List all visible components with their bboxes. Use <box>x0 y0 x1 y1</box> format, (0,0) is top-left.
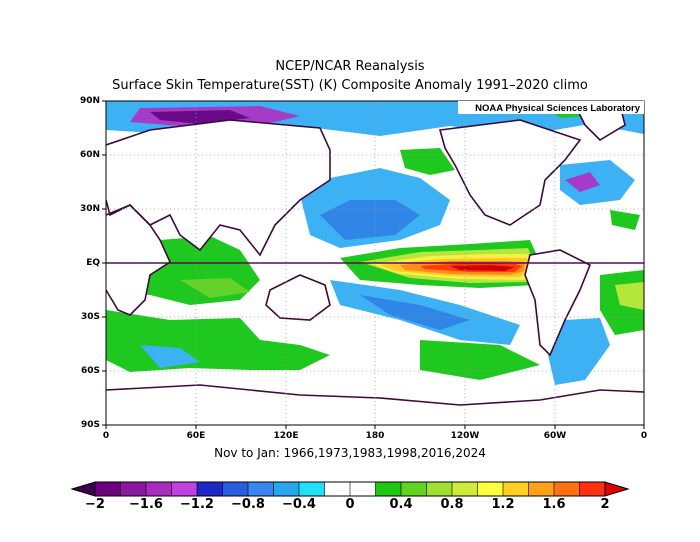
atlantic-warm <box>610 210 640 230</box>
lon-label: 180 <box>365 431 385 441</box>
colorbar-cell <box>95 482 121 496</box>
colorbar-cell <box>171 482 198 496</box>
australia-coast <box>265 274 331 321</box>
eurasia-land <box>106 120 330 255</box>
colorbar-cell <box>452 482 478 496</box>
lat-label: 30S <box>80 312 100 322</box>
south-atlantic-warm-core <box>615 282 644 310</box>
africa-land <box>106 205 170 315</box>
colorbar-label: 0.8 <box>440 497 464 512</box>
watermark-box <box>458 101 644 114</box>
antarctica-coast <box>106 384 644 406</box>
lon-label: 0 <box>640 431 648 441</box>
lat-label: 30N <box>79 204 100 214</box>
colorbar-label: −2 <box>85 497 105 512</box>
colorbar-label: 1.2 <box>491 497 515 512</box>
colorbar-left-arrow <box>72 482 95 496</box>
north-atlantic-cold-core <box>565 172 600 192</box>
southern-ocean-cold <box>140 345 200 368</box>
colorbar-cell <box>477 482 504 496</box>
africa-coast <box>106 204 172 316</box>
lat-label: 90S <box>80 420 100 430</box>
colorbar-label: −1.6 <box>129 497 163 512</box>
colorbar-label: 0.4 <box>389 497 413 512</box>
colorbar-label: 1.6 <box>542 497 566 512</box>
lon-label: 120E <box>273 431 299 441</box>
lon-label: 0 <box>102 431 110 441</box>
colorbar-cell <box>146 482 172 496</box>
colorbar-cell <box>324 482 351 496</box>
chart-title: NCEP/NCAR Reanalysis <box>275 59 425 74</box>
north-america-land <box>440 120 580 225</box>
colorbar-right-arrow <box>605 482 628 496</box>
lat-label: 90N <box>79 96 100 106</box>
colorbar-label: −0.4 <box>282 497 316 512</box>
north-pacific-cold-core <box>320 200 420 240</box>
lat-label: 60S <box>80 366 100 376</box>
colorbar-cell <box>350 482 376 496</box>
colorbar-cell <box>554 482 580 496</box>
colorbar-cell <box>503 482 529 496</box>
colorbar-cell <box>273 482 300 496</box>
colorbar-label: 0 <box>345 497 355 512</box>
colorbar-cell <box>197 482 223 496</box>
colorbar-cell <box>401 482 427 496</box>
colorbar-label: −1.2 <box>180 497 214 512</box>
colorbar-label: 2 <box>600 497 610 512</box>
colorbar-cell <box>222 482 249 496</box>
colorbar-label: −0.8 <box>231 497 265 512</box>
colorbar-cell <box>248 482 274 496</box>
south-pacific-warm <box>420 340 540 380</box>
composite-years-label: Nov to Jan: 1966,1973,1983,1998,2016,202… <box>214 446 486 460</box>
south-america-land <box>525 250 590 355</box>
colorbar-cell <box>375 482 402 496</box>
lat-label: EQ <box>86 258 100 268</box>
axis-ticks <box>102 100 645 429</box>
el-nino-warm-band-7 <box>450 265 515 271</box>
lat-label: 60N <box>79 150 100 160</box>
north-america-coast <box>438 119 582 226</box>
lon-label: 120W <box>450 431 480 441</box>
gridlines <box>106 101 644 425</box>
chart-subtitle: Surface Skin Temperature(SST) (K) Compos… <box>112 78 588 93</box>
colorbar-cells <box>95 482 606 496</box>
colorbar-cell <box>120 482 147 496</box>
colorbar-cell <box>528 482 555 496</box>
colorbar-cell <box>579 482 606 496</box>
south-america-coast <box>524 249 592 357</box>
colorbar-cell <box>426 482 453 496</box>
lon-label: 60W <box>543 431 567 441</box>
north-pacific-warm <box>400 148 455 175</box>
south-atlantic-cold <box>548 318 610 385</box>
australia-land <box>266 275 330 320</box>
south-pacific-cold-core <box>360 295 470 330</box>
noaa-watermark: NOAA Physical Sciences Laboratory <box>475 103 641 114</box>
lon-label: 60E <box>186 431 206 441</box>
colorbar-cell <box>299 482 325 496</box>
indian-ocean-warm-core <box>180 278 250 298</box>
